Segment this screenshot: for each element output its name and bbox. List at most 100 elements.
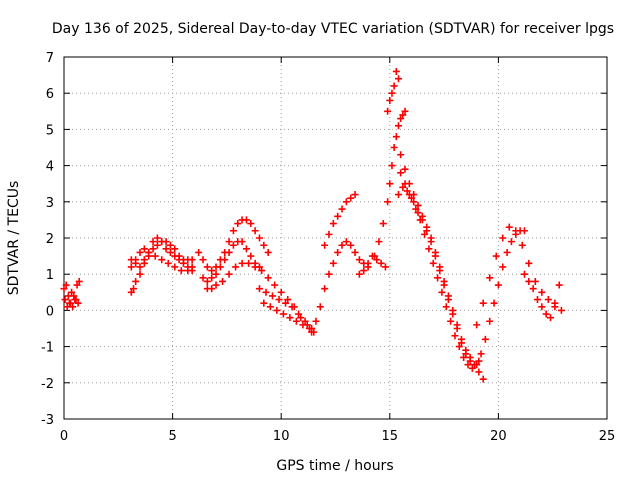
data-point	[364, 259, 372, 267]
data-point	[373, 256, 381, 264]
data-point	[212, 281, 220, 289]
data-point	[199, 274, 207, 282]
data-point	[127, 288, 135, 296]
data-point	[431, 252, 439, 260]
data-point	[247, 252, 255, 260]
data-point	[475, 357, 483, 365]
data-point	[255, 285, 263, 293]
data-point	[242, 245, 250, 253]
data-point	[462, 350, 470, 358]
data-point	[171, 245, 179, 253]
x-tick-label: 10	[273, 429, 290, 444]
chart-title: Day 136 of 2025, Sidereal Day-to-day VTE…	[52, 21, 614, 37]
data-point	[342, 238, 350, 246]
data-point	[145, 248, 153, 256]
data-point	[512, 227, 520, 235]
data-point	[394, 191, 402, 199]
data-point	[229, 227, 237, 235]
data-point	[255, 234, 263, 242]
data-point	[440, 281, 448, 289]
y-axis-label: SDTVAR / TECUs	[6, 181, 22, 296]
data-point	[381, 263, 389, 271]
data-point	[547, 314, 555, 322]
x-tick-label: 0	[60, 429, 68, 444]
data-point	[208, 267, 216, 275]
data-point	[525, 259, 533, 267]
data-point	[264, 274, 272, 282]
data-point	[434, 274, 442, 282]
data-point	[225, 270, 233, 278]
data-point	[171, 263, 179, 271]
data-point	[401, 180, 409, 188]
y-tick-label: -1	[41, 341, 54, 356]
data-point	[401, 165, 409, 173]
data-point	[460, 353, 468, 361]
data-point	[388, 162, 396, 170]
data-point	[449, 310, 457, 318]
data-point	[421, 230, 429, 238]
data-point	[392, 67, 400, 75]
data-point	[251, 227, 259, 235]
data-point	[492, 252, 500, 260]
data-point	[212, 270, 220, 278]
data-point	[425, 245, 433, 253]
data-point	[464, 361, 472, 369]
data-point	[375, 238, 383, 246]
data-point	[518, 241, 526, 249]
data-point	[282, 299, 290, 307]
data-point	[184, 267, 192, 275]
data-point	[494, 281, 502, 289]
y-tick-label: 4	[46, 160, 54, 175]
data-point	[166, 248, 174, 256]
data-point	[208, 274, 216, 282]
data-point	[225, 248, 233, 256]
data-point	[438, 288, 446, 296]
data-point	[390, 144, 398, 151]
data-point	[414, 209, 422, 217]
data-point	[453, 325, 461, 332]
data-point	[481, 335, 489, 343]
data-point	[149, 238, 157, 246]
data-point	[136, 248, 144, 256]
data-point	[486, 317, 494, 325]
data-point	[175, 256, 183, 264]
data-point	[195, 248, 203, 256]
data-point	[416, 216, 424, 224]
data-point	[429, 259, 437, 267]
data-point	[166, 241, 174, 249]
data-point	[466, 357, 474, 365]
data-points	[60, 67, 565, 383]
data-point	[542, 310, 550, 318]
data-point	[499, 234, 507, 242]
x-axis-label: GPS time / hours	[276, 458, 393, 474]
data-point	[130, 285, 138, 293]
data-point	[72, 296, 80, 304]
data-point	[503, 248, 511, 256]
data-point	[538, 288, 546, 296]
data-point	[325, 270, 333, 278]
data-point	[468, 364, 476, 372]
data-point	[188, 256, 196, 264]
data-point	[260, 241, 268, 249]
data-point	[63, 303, 71, 311]
data-point	[384, 107, 392, 115]
data-point	[486, 274, 494, 282]
data-point	[451, 332, 459, 340]
axis-ticks	[63, 56, 608, 420]
data-point	[436, 267, 444, 275]
data-point	[371, 252, 379, 260]
data-point	[384, 198, 392, 206]
data-point	[479, 375, 487, 383]
data-point	[245, 259, 253, 267]
data-point	[127, 263, 135, 271]
data-point	[297, 314, 305, 322]
data-point	[279, 310, 287, 318]
data-point	[490, 299, 498, 307]
data-point	[140, 245, 148, 253]
data-point	[531, 277, 539, 285]
data-point	[242, 216, 250, 224]
data-point	[355, 270, 363, 278]
data-point	[219, 277, 227, 285]
data-point	[412, 205, 420, 213]
data-point	[520, 270, 528, 278]
